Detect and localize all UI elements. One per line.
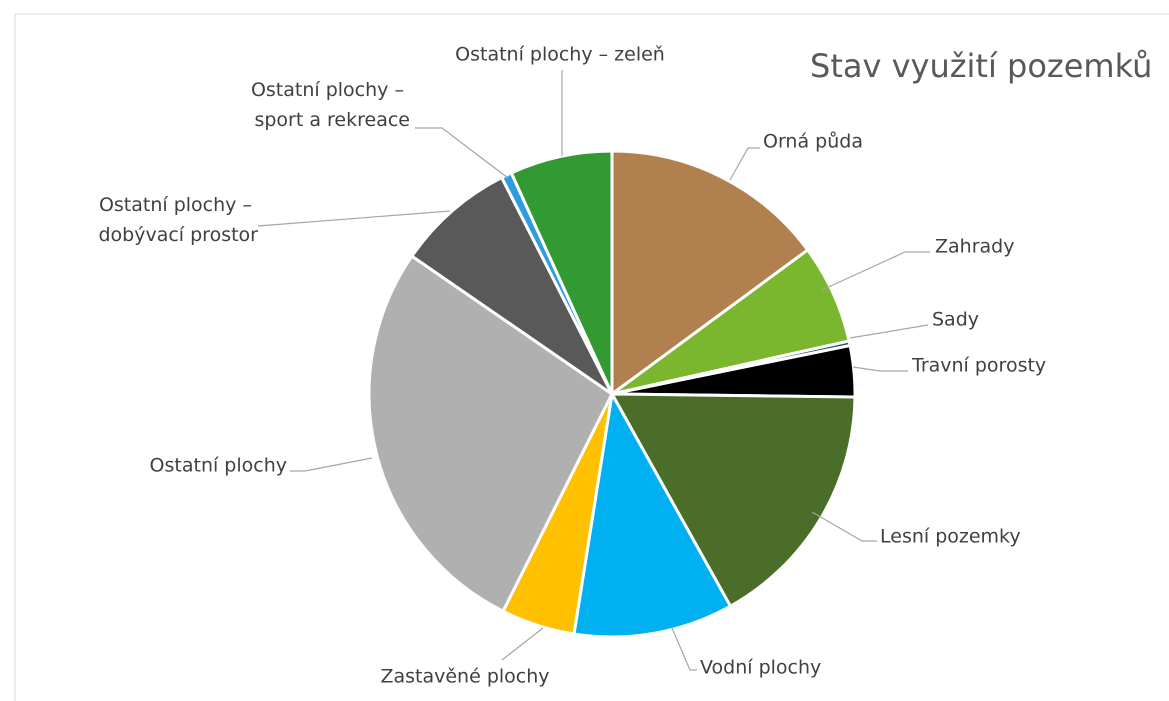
slice-label: Zastavěné plochy [380,666,549,688]
leader-line [852,366,908,372]
pie-slice [609,392,857,609]
slice-label: Ostatní plochy – dobývací prostor [98,194,258,246]
pie-slice [409,175,614,396]
slice-label: Ostatní plochy – zeleň [455,44,665,66]
slice-label: Vodní plochy [700,657,821,679]
leader-line [729,147,760,181]
slice-label: Ostatní plochy – sport a rekreace [251,79,410,131]
pie-slice [572,389,733,639]
leader-line [671,627,697,671]
slice-label: Orná půda [763,131,863,153]
pie-slice [367,254,614,614]
slice-label: Travní porosty [911,355,1046,377]
leader-line [501,627,544,661]
leader-line [849,324,929,339]
leader-line [811,511,877,542]
leader-line [415,127,509,179]
leader-line [290,457,373,472]
slice-label: Zahrady [935,236,1014,258]
pie-slice [610,149,810,397]
leader-line [257,210,451,227]
pie-slice [509,149,614,395]
slice-label: Sady [932,309,979,331]
slice-label: Ostatní plochy [150,455,287,477]
chart-title: Stav využití pozemků [810,47,1152,85]
slice-label: Lesní pozemky [880,526,1021,548]
leader-line [821,251,930,291]
